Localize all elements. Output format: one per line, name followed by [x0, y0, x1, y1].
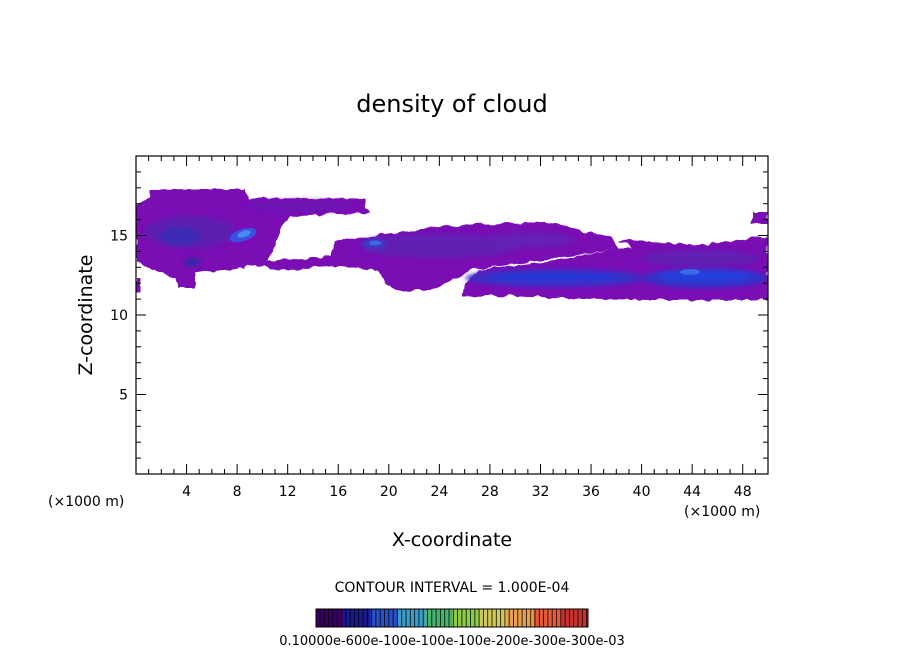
core-x19 — [369, 240, 381, 246]
x-tick-label: 32 — [532, 484, 550, 500]
x-axis-label: X-coordinate — [392, 529, 512, 551]
colorbar-swatch — [560, 609, 589, 627]
x-tick-label: 36 — [582, 484, 600, 500]
band-left-2 — [184, 258, 200, 266]
cloud-cores — [229, 227, 700, 275]
cloud-fragment-left — [136, 278, 141, 292]
x-tick-label: 40 — [633, 484, 651, 500]
colorbar-tick-labels: 0.10000e-600e-100e-100e-100e-200e-300e-3… — [279, 634, 625, 649]
y-axis-ticks: 5 10 15 — [110, 229, 768, 404]
shade-upper-left-2 — [245, 200, 355, 212]
shade-right-1 — [640, 250, 760, 266]
contour-interval-label: CONTOUR INTERVAL = 1.000E-04 — [335, 580, 570, 596]
x-tick-label: 8 — [233, 484, 242, 500]
x-tick-label: 48 — [734, 484, 752, 500]
colorbar-swatch — [397, 609, 426, 627]
x-tick-label: 4 — [182, 484, 191, 500]
x-tick-label: 24 — [430, 484, 448, 500]
colorbar-frame — [315, 608, 589, 628]
colorbar-swatch — [533, 609, 562, 627]
core-x8-inner — [237, 230, 251, 238]
colorbar-swatch — [479, 609, 507, 627]
x-tick-label: 12 — [279, 484, 297, 500]
y-tick-label: 10 — [110, 308, 128, 324]
y-tick-label: 15 — [110, 229, 128, 245]
band-41-50-inner — [657, 271, 753, 281]
chart-title: density of cloud — [356, 90, 547, 118]
x-tick-label: 28 — [481, 484, 499, 500]
y-tick-label: 5 — [119, 388, 128, 404]
shade-mid-2 — [485, 232, 575, 248]
x-tick-label: 44 — [683, 484, 701, 500]
x-axis-ticks: 4 8 12 16 20 24 28 32 36 40 44 48 — [182, 156, 752, 500]
y-axis-label: Z-coordinate — [75, 255, 97, 376]
core-x43 — [680, 269, 700, 275]
minor-ticks — [136, 156, 768, 474]
shade-mid-1 — [360, 234, 520, 258]
cloud-region-right-top — [618, 236, 768, 252]
colorbar-swatch — [424, 609, 453, 627]
colorbar — [316, 609, 589, 627]
colorbar-swatch — [506, 609, 535, 627]
colorbar-swatch — [343, 609, 371, 627]
cloud-mid-bands — [160, 227, 767, 288]
band-28-39-inner — [485, 273, 625, 281]
x-unit-label-right: (×1000 m) — [684, 504, 760, 520]
cloud-field — [136, 189, 768, 300]
cloud-fragment-right-top — [752, 212, 768, 224]
x-unit-label-left: (×1000 m) — [48, 494, 124, 510]
x-tick-label: 16 — [329, 484, 347, 500]
x-tick-label: 20 — [380, 484, 398, 500]
band-left-1 — [160, 227, 200, 245]
